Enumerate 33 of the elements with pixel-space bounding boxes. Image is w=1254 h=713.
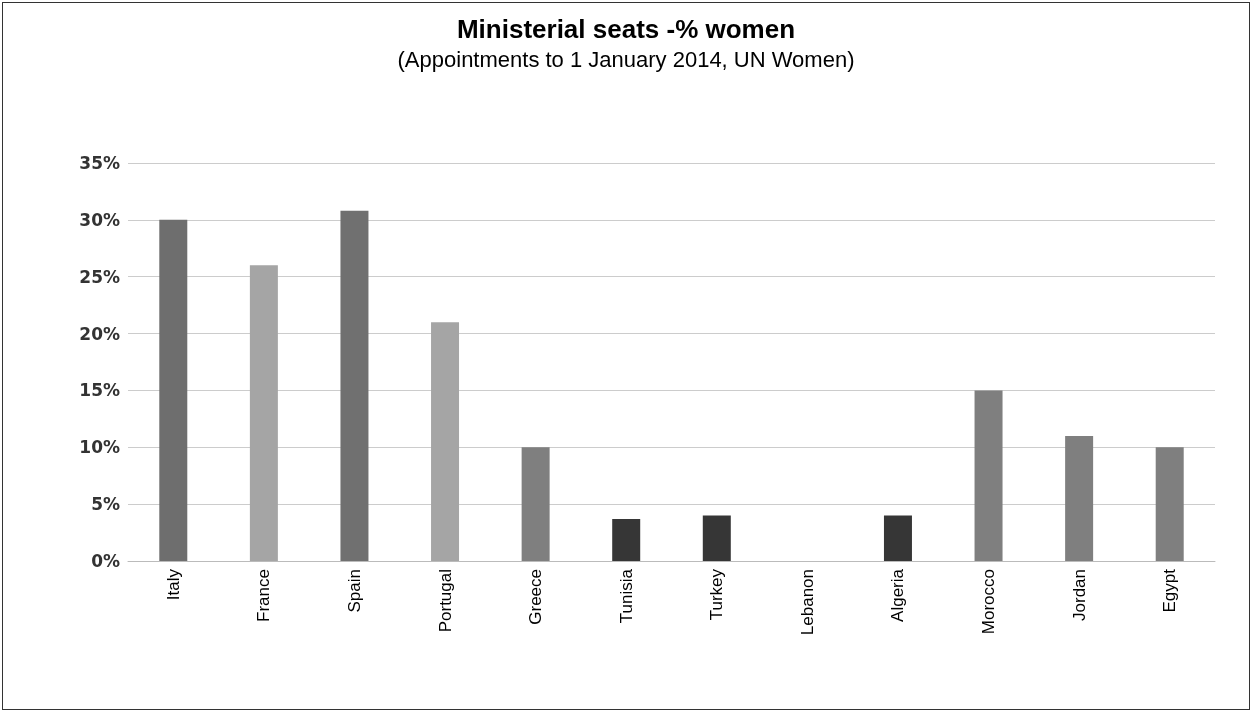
bar	[340, 210, 369, 561]
chart-title: Ministerial seats -% women	[456, 14, 796, 44]
x-tick-label: Spain	[344, 569, 364, 613]
bar	[521, 447, 550, 561]
y-tick-label: 0%	[91, 551, 120, 571]
x-tick-label: Italy	[163, 568, 183, 601]
y-tick-label: 25%	[79, 266, 120, 287]
x-tick-label: Lebanon	[797, 569, 817, 636]
x-tick-label: Tunisia	[616, 568, 636, 624]
y-tick-label: 10%	[79, 437, 120, 458]
chart-subtitle: (Appointments to 1 January 2014, UN Women)	[397, 46, 855, 72]
x-tick-label: Algeria	[888, 568, 908, 622]
y-tick-label: 20%	[79, 323, 120, 344]
y-tick-label: 35%	[79, 153, 120, 173]
bar	[249, 265, 278, 561]
y-tick-label: 5%	[91, 494, 120, 515]
bar	[431, 322, 460, 561]
x-tick-label: Morocco	[979, 569, 999, 635]
bar	[612, 518, 641, 561]
bar	[1065, 435, 1094, 561]
bar	[159, 219, 188, 561]
y-tick-label: 15%	[79, 380, 120, 401]
x-tick-label: Jordan	[1069, 569, 1089, 621]
bar	[702, 515, 731, 561]
x-tick-label: Turkey	[707, 568, 727, 621]
x-tick-label: Portugal	[435, 569, 455, 633]
y-tick-label: 30%	[79, 209, 120, 230]
x-tick-label: Greece	[526, 569, 546, 625]
bar	[883, 515, 912, 561]
bar	[1155, 447, 1184, 561]
x-tick-label: France	[254, 569, 274, 622]
bar	[974, 390, 1003, 561]
x-tick-label: Egypt	[1160, 568, 1180, 613]
